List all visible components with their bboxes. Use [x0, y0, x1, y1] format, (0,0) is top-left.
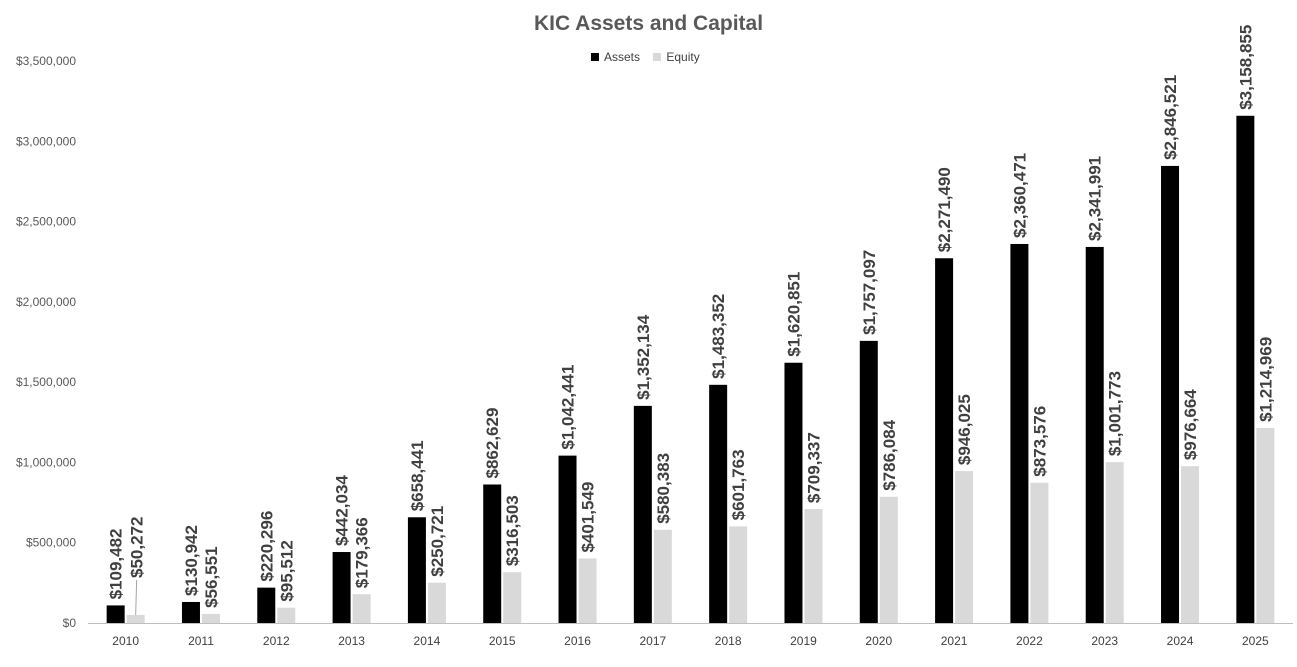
data-label-assets: $2,271,490: [935, 167, 954, 252]
bar-equity: [503, 572, 522, 623]
x-tick-label: 2023: [1091, 634, 1118, 648]
bar-equity: [804, 509, 823, 623]
x-tick-label: 2022: [1016, 634, 1043, 648]
data-label-assets: $862,629: [483, 408, 502, 479]
y-tick-label: $1,000,000: [16, 455, 76, 469]
data-label-assets: $442,034: [333, 475, 352, 546]
bar-equity: [126, 614, 145, 623]
data-label-equity: $179,366: [353, 517, 372, 588]
data-label-assets: $2,360,471: [1010, 153, 1029, 238]
x-tick-label: 2010: [112, 634, 139, 648]
data-label-equity: $316,503: [503, 495, 522, 566]
data-label-assets: $1,352,134: [634, 314, 653, 400]
bar-assets: [1161, 165, 1180, 623]
data-label-assets: $1,042,441: [559, 365, 578, 450]
y-tick-label: $3,500,000: [16, 54, 76, 68]
data-label-assets: $2,846,521: [1161, 75, 1180, 160]
bar-assets: [181, 601, 200, 623]
bar-assets: [106, 605, 125, 623]
bar-equity: [1105, 462, 1124, 623]
data-label-equity: $50,272: [128, 517, 147, 578]
bar-assets: [558, 455, 577, 623]
bar-equity: [955, 471, 974, 623]
x-tick-label: 2020: [865, 634, 892, 648]
data-label-equity: $401,549: [579, 482, 598, 553]
data-label-equity: $250,721: [428, 506, 447, 577]
bar-assets: [1010, 243, 1029, 623]
x-tick-label: 2013: [338, 634, 365, 648]
data-label-equity: $873,576: [1030, 406, 1049, 477]
data-label-equity: $709,337: [804, 432, 823, 503]
data-label-equity: $56,551: [202, 546, 221, 607]
data-label-assets: $3,158,855: [1236, 25, 1255, 110]
y-tick-label: $500,000: [26, 536, 76, 550]
x-tick-label: 2017: [639, 634, 666, 648]
bar-assets: [407, 517, 426, 623]
x-tick-label: 2018: [715, 634, 742, 648]
bar-assets: [1085, 246, 1104, 623]
legend-swatch-assets: [591, 53, 599, 61]
data-label-assets: $220,296: [257, 511, 276, 582]
legend-item-equity: Equity: [653, 50, 700, 64]
legend: Assets Equity: [591, 50, 710, 64]
bar-assets: [1236, 115, 1255, 623]
data-label-assets: $109,482: [107, 529, 126, 600]
bar-equity: [427, 582, 446, 623]
y-tick-label: $0: [63, 616, 77, 630]
data-label-assets: $130,942: [182, 525, 201, 596]
y-tick-label: $1,500,000: [16, 375, 76, 389]
data-label-assets: $1,483,352: [709, 294, 728, 379]
bar-equity: [1256, 427, 1275, 623]
legend-item-assets: Assets: [591, 50, 640, 64]
bar-equity: [578, 558, 597, 623]
bar-assets: [633, 405, 652, 623]
chart-title: KIC Assets and Capital: [533, 12, 764, 35]
leader-line: [135, 579, 138, 615]
x-tick-label: 2021: [941, 634, 968, 648]
bar-equity: [352, 594, 371, 623]
data-label-equity: $95,512: [277, 540, 296, 601]
bar-equity: [277, 607, 296, 623]
bar-assets: [784, 362, 803, 623]
bar-assets: [935, 258, 954, 623]
legend-swatch-equity: [653, 53, 662, 61]
legend-label-equity: Equity: [666, 50, 700, 64]
y-tick-label: $2,500,000: [16, 215, 76, 229]
data-label-equity: $976,664: [1181, 389, 1200, 460]
bar-equity: [879, 496, 898, 623]
bar-assets: [332, 552, 351, 623]
bar-assets: [709, 384, 728, 623]
data-label-assets: $1,620,851: [784, 272, 803, 357]
data-label-equity: $601,763: [729, 449, 748, 520]
bar-equity: [729, 526, 748, 623]
bar-equity: [1030, 482, 1049, 623]
x-tick-label: 2015: [489, 634, 516, 648]
data-label-equity: $786,084: [880, 419, 899, 490]
bar-assets: [257, 587, 276, 623]
y-tick-label: $2,000,000: [16, 295, 76, 309]
bar-equity: [1181, 466, 1200, 623]
x-tick-label: 2019: [790, 634, 817, 648]
x-tick-label: 2025: [1242, 634, 1269, 648]
data-label-assets: $1,757,097: [860, 250, 879, 335]
bar-equity: [653, 529, 672, 623]
data-label-equity: $946,025: [955, 394, 974, 465]
x-tick-label: 2014: [414, 634, 441, 648]
data-label-equity: $1,214,969: [1256, 337, 1275, 422]
x-tick-label: 2016: [564, 634, 591, 648]
bar-equity: [201, 613, 220, 623]
data-label-assets: $2,341,991: [1086, 156, 1105, 241]
x-tick-label: 2011: [188, 634, 214, 648]
bar-assets: [859, 340, 878, 623]
bar-assets: [483, 484, 502, 623]
data-label-equity: $1,001,773: [1106, 371, 1125, 456]
legend-label-assets: Assets: [604, 50, 641, 64]
x-tick-label: 2012: [263, 634, 290, 648]
data-label-assets: $658,441: [408, 440, 427, 511]
x-tick-label: 2024: [1167, 634, 1194, 648]
data-label-equity: $580,383: [654, 453, 673, 524]
y-tick-label: $3,000,000: [16, 134, 76, 148]
